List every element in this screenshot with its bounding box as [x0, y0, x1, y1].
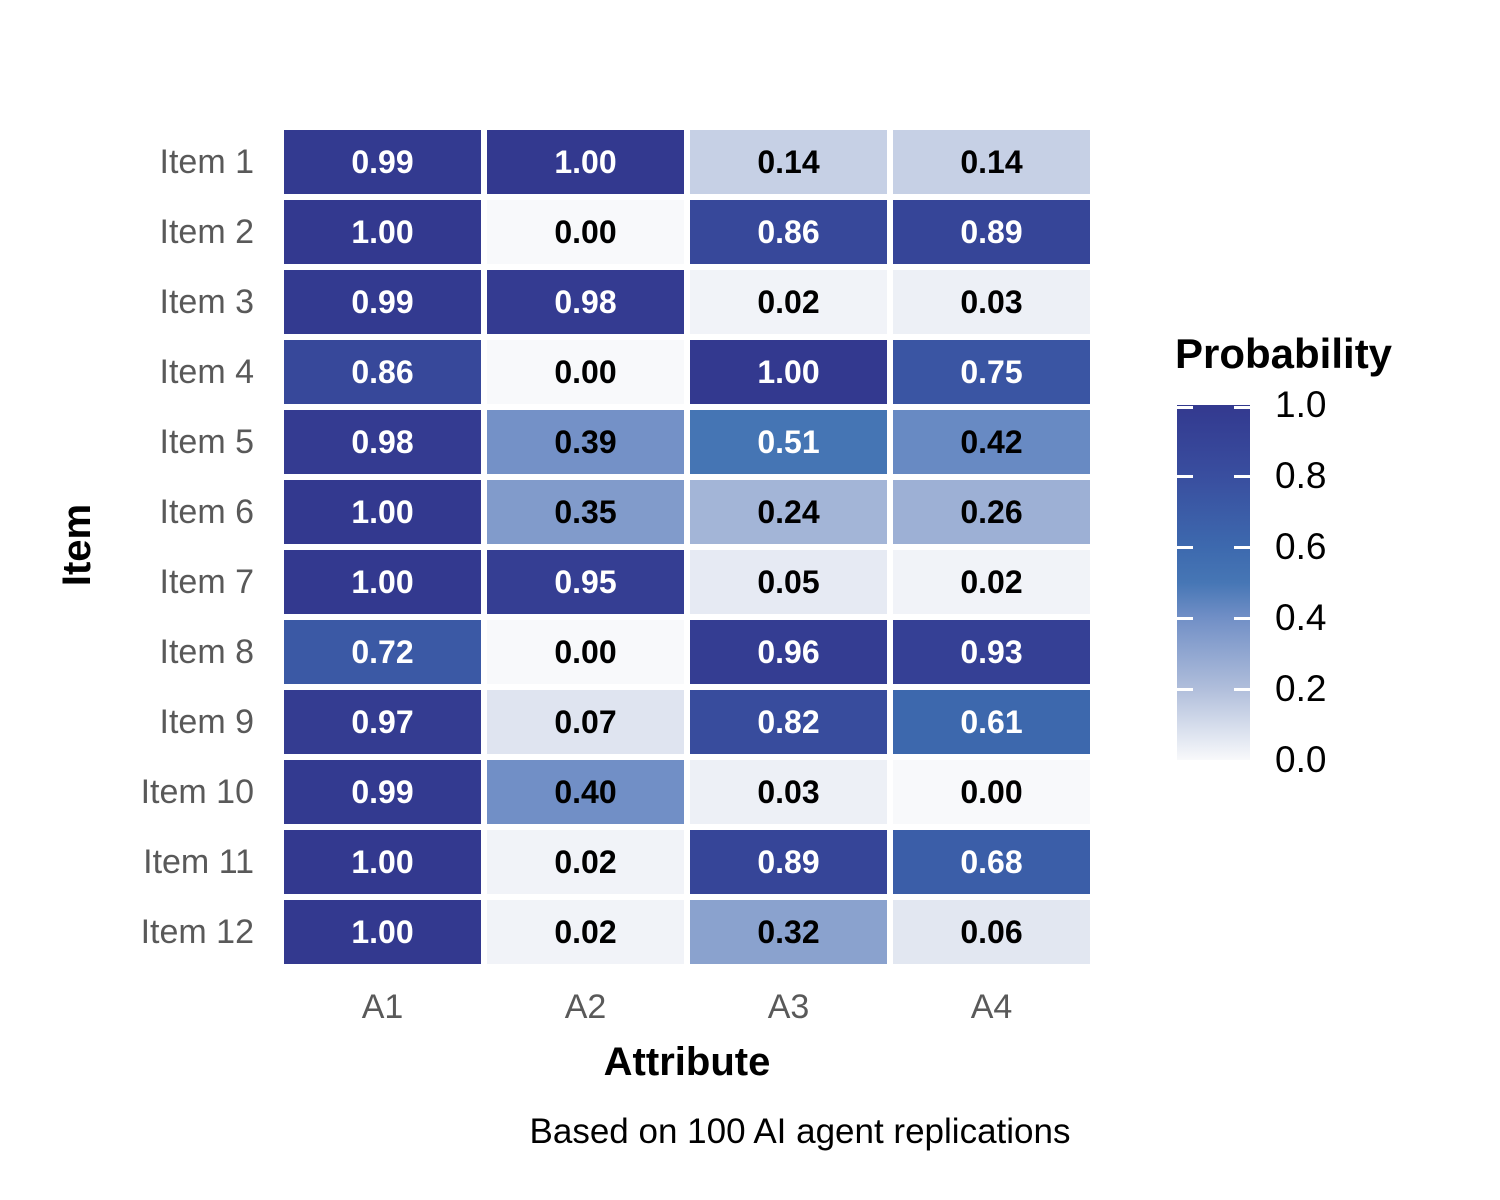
heatmap-cell: 1.00 — [284, 830, 481, 894]
heatmap-cell: 0.72 — [284, 620, 481, 684]
legend-tick-mark — [1234, 474, 1250, 478]
legend-tick-label: 0.2 — [1275, 668, 1327, 709]
heatmap-cell: 0.02 — [487, 830, 684, 894]
heatmap-cell: 0.82 — [690, 690, 887, 754]
col-label: A1 — [361, 988, 404, 1026]
heatmap-cell: 0.99 — [284, 130, 481, 194]
heatmap-cell: 0.32 — [690, 900, 887, 964]
heatmap-cell: 1.00 — [487, 130, 684, 194]
legend-tick-mark — [1177, 616, 1193, 620]
heatmap-cell: 0.98 — [487, 270, 684, 334]
heatmap-cell: 0.61 — [893, 690, 1090, 754]
heatmap-cell: 0.99 — [284, 760, 481, 824]
legend-tick-label: 1.0 — [1275, 384, 1327, 425]
row-label: Item 11 — [143, 842, 254, 881]
heatmap-cell: 0.02 — [893, 550, 1090, 614]
heatmap-cell: 0.05 — [690, 550, 887, 614]
heatmap-cell: 0.40 — [487, 760, 684, 824]
col-label: A2 — [564, 988, 607, 1026]
legend-tick-mark — [1234, 687, 1250, 691]
heatmap-cell: 0.00 — [893, 760, 1090, 824]
row-label: Item 9 — [159, 702, 254, 741]
heatmap-cell: 0.97 — [284, 690, 481, 754]
heatmap-cell: 0.14 — [893, 130, 1090, 194]
heatmap-cell: 1.00 — [284, 550, 481, 614]
heatmap-cell: 0.42 — [893, 410, 1090, 474]
legend-tick-label: 0.8 — [1275, 455, 1327, 496]
legend-colorbar — [1177, 405, 1250, 760]
heatmap-cell: 0.14 — [690, 130, 887, 194]
heatmap-cell: 0.00 — [487, 340, 684, 404]
heatmap-cell: 0.75 — [893, 340, 1090, 404]
heatmap-cell: 1.00 — [284, 900, 481, 964]
legend-tick-mark — [1234, 616, 1250, 620]
legend: Probability 1.0 0.8 0.6 0.4 0.2 0.0 — [1175, 330, 1500, 800]
legend-title: Probability — [1175, 330, 1393, 377]
row-label: Item 8 — [159, 632, 254, 671]
legend-tick-mark — [1177, 406, 1193, 409]
legend-tick-label: 0.6 — [1275, 526, 1327, 567]
row-label: Item 4 — [159, 352, 254, 391]
legend-tick-mark — [1177, 474, 1193, 478]
heatmap-cell: 0.86 — [284, 340, 481, 404]
heatmap-cell: 0.68 — [893, 830, 1090, 894]
heatmap-cell: 0.00 — [487, 620, 684, 684]
heatmap-cell: 1.00 — [284, 480, 481, 544]
heatmap-cell: 0.89 — [893, 200, 1090, 264]
heatmap-cell: 0.51 — [690, 410, 887, 474]
row-label: Item 1 — [159, 142, 254, 181]
heatmap-cell: 0.99 — [284, 270, 481, 334]
heatmap-cell: 0.02 — [487, 900, 684, 964]
row-labels: Item 1 Item 2 Item 3 Item 4 Item 5 Item 6 Item… — [0, 130, 254, 970]
heatmap-cell: 0.89 — [690, 830, 887, 894]
legend-tick-mark — [1177, 545, 1193, 549]
row-label: Item 7 — [159, 562, 254, 601]
heatmap-cell: 1.00 — [690, 340, 887, 404]
heatmap-cell: 0.07 — [487, 690, 684, 754]
legend-tick-mark — [1234, 545, 1250, 549]
heatmap-cell: 0.06 — [893, 900, 1090, 964]
heatmap-cell: 0.93 — [893, 620, 1090, 684]
heatmap-cell: 0.03 — [690, 760, 887, 824]
heatmap-grid: 0.99 1.00 0.14 0.14 1.00 0.00 0.86 0.89 0.99 0.98… — [284, 130, 1090, 964]
heatmap-cell: 0.26 — [893, 480, 1090, 544]
col-label: A4 — [970, 988, 1013, 1026]
legend-tick-label: 0.4 — [1275, 597, 1327, 638]
heatmap-cell: 0.95 — [487, 550, 684, 614]
heatmap-cell: 0.00 — [487, 200, 684, 264]
col-labels: A1 A2 A3 A4 — [284, 988, 1090, 1027]
heatmap-cell: 0.96 — [690, 620, 887, 684]
row-label: Item 3 — [159, 282, 254, 321]
heatmap-cell: 0.86 — [690, 200, 887, 264]
chart-caption: Based on 100 AI agent replications — [529, 1112, 1071, 1151]
heatmap-cell: 1.00 — [284, 200, 481, 264]
row-label: Item 10 — [140, 772, 254, 811]
heatmap-cell: 0.98 — [284, 410, 481, 474]
row-label: Item 5 — [159, 422, 254, 461]
col-label: A3 — [767, 988, 810, 1026]
heatmap-cell: 0.35 — [487, 480, 684, 544]
row-label: Item 6 — [159, 492, 254, 531]
row-label: Item 12 — [140, 912, 254, 951]
row-label: Item 2 — [159, 212, 254, 251]
legend-tick-mark — [1234, 406, 1250, 409]
x-axis-title: Attribute — [603, 1040, 771, 1084]
legend-tick-label: 0.0 — [1275, 739, 1327, 780]
heatmap-cell: 0.24 — [690, 480, 887, 544]
heatmap-cell: 0.39 — [487, 410, 684, 474]
legend-tick-mark — [1177, 687, 1193, 691]
heatmap-cell: 0.02 — [690, 270, 887, 334]
heatmap-cell: 0.03 — [893, 270, 1090, 334]
